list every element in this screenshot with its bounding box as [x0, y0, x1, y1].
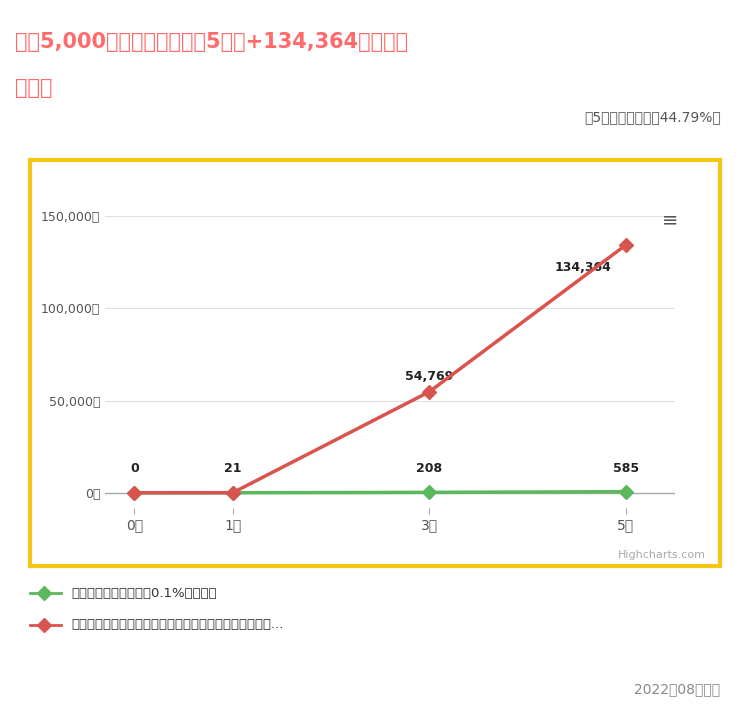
Text: 上場インデックスファンド世界株式（ＭＳＣＩ　ＡＣＷ...: 上場インデックスファンド世界株式（ＭＳＣＩ ＡＣＷ...: [71, 618, 284, 631]
Text: （5年積立収益率：44.79%）: （5年積立収益率：44.79%）: [584, 111, 721, 125]
Text: 定期預金の利息（年利0.1%で算出）: 定期預金の利息（年利0.1%で算出）: [71, 587, 217, 600]
Text: 2022年08月時点: 2022年08月時点: [634, 682, 721, 696]
Text: 54,769: 54,769: [405, 370, 454, 383]
Text: Highcharts.com: Highcharts.com: [618, 550, 706, 560]
Text: ました: ました: [15, 78, 52, 99]
Text: 208: 208: [416, 463, 442, 475]
Text: 毎月5,000円を積み立てると5年で+134,364円になり: 毎月5,000円を積み立てると5年で+134,364円になり: [15, 32, 408, 52]
Text: ≡: ≡: [662, 210, 678, 229]
Text: 134,364: 134,364: [554, 260, 611, 273]
Text: 21: 21: [224, 463, 242, 475]
Text: 585: 585: [613, 463, 639, 475]
Text: 0: 0: [130, 463, 139, 475]
